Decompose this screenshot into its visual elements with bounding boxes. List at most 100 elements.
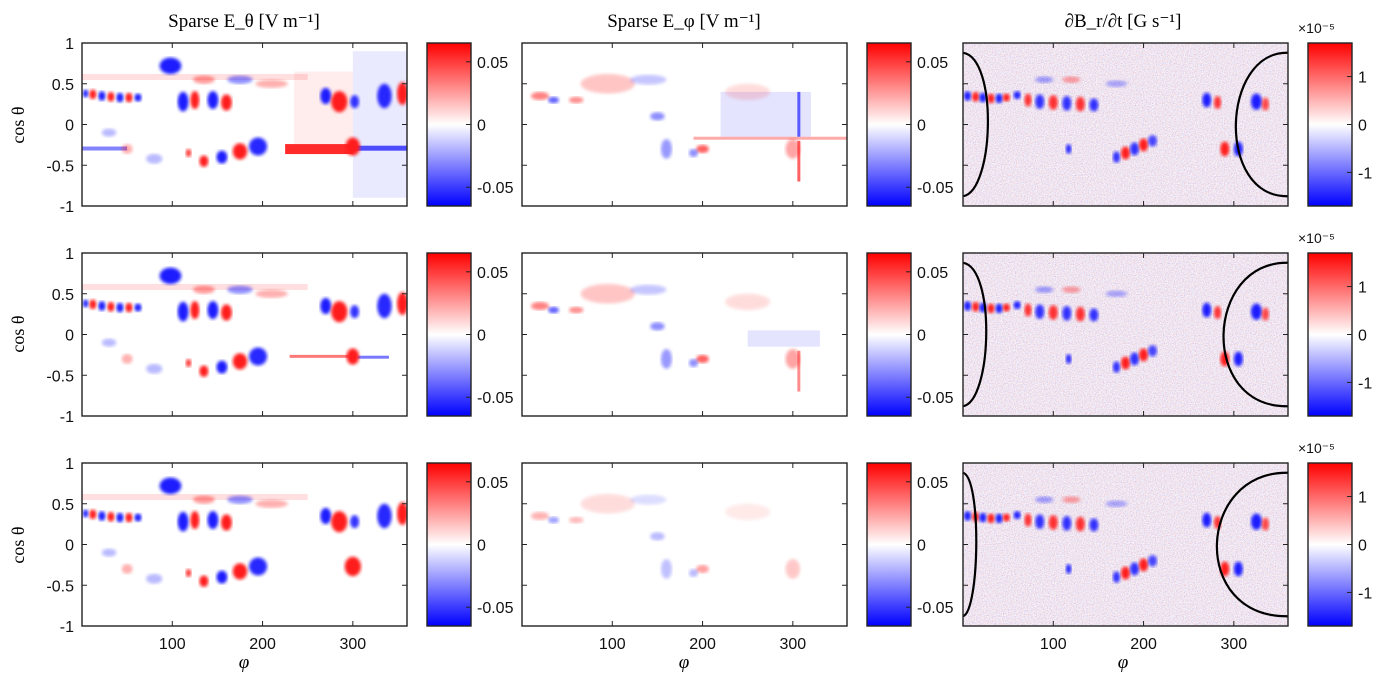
colorbar-tick-label: 0 <box>917 538 926 555</box>
field-feature <box>689 568 699 578</box>
field-feature <box>216 150 228 164</box>
field-feature <box>350 305 360 319</box>
field-feature <box>630 284 667 295</box>
field-feature <box>995 513 1003 524</box>
field-feature <box>1130 562 1140 576</box>
colorbar <box>427 253 471 416</box>
field-feature <box>377 293 392 319</box>
field-feature <box>568 96 584 104</box>
heatmap-field <box>963 463 1288 626</box>
field-feature <box>397 82 407 105</box>
colorbar <box>1308 43 1352 206</box>
field-feature <box>193 75 215 84</box>
y-tick-label: 1 <box>65 246 74 263</box>
field-feature <box>1213 305 1222 320</box>
colorbar-tick-label: 0 <box>477 328 486 345</box>
field-feature <box>661 349 672 369</box>
field-feature <box>82 509 89 518</box>
y-tick-label: 0 <box>65 118 74 135</box>
field-feature <box>377 83 392 109</box>
field-feature <box>1035 514 1045 530</box>
field-feature <box>227 495 253 504</box>
field-feature <box>320 297 332 315</box>
colorbar-tick-label: 1 <box>1358 280 1367 297</box>
ylabel-row2: cos θ <box>8 315 28 352</box>
field-feature <box>1139 558 1149 572</box>
colorbar-tick-label: -0.05 <box>917 390 954 407</box>
streak-band <box>289 354 349 358</box>
field-feature <box>1120 146 1131 160</box>
y-tick-label: 1 <box>65 36 74 53</box>
field-feature <box>1013 301 1021 310</box>
streak-band <box>82 73 308 80</box>
field-feature <box>987 93 995 104</box>
field-feature <box>134 513 142 522</box>
field-feature <box>963 301 972 311</box>
field-feature <box>1250 93 1262 110</box>
field-feature <box>1261 517 1270 531</box>
heatmap-field <box>963 253 1288 416</box>
field-feature <box>1233 561 1243 577</box>
field-feature <box>580 283 635 304</box>
panel-r1c2: 0.05 0 -0.05 <box>521 42 954 207</box>
field-feature <box>249 557 268 576</box>
field-feature <box>101 338 117 347</box>
x-tick-label: 200 <box>689 636 716 653</box>
y-tick-label: -1 <box>60 409 74 426</box>
field-feature <box>1065 354 1072 364</box>
x-tick-label: 100 <box>599 636 626 653</box>
field-feature <box>125 302 133 313</box>
heatmap-field <box>82 51 407 198</box>
colorbar-tick-label: 0.05 <box>477 265 508 282</box>
field-feature <box>1062 286 1081 293</box>
field-feature <box>207 301 219 320</box>
colorbar-tick-label: 0 <box>477 538 486 555</box>
field-feature <box>1105 500 1128 508</box>
field-feature <box>987 513 995 524</box>
colorbar-tick-label: 0 <box>1358 328 1367 345</box>
field-feature <box>1213 95 1222 110</box>
field-feature <box>227 285 253 294</box>
colorbar <box>427 43 471 206</box>
field-feature <box>1112 151 1121 163</box>
field-feature <box>1250 513 1262 530</box>
y-tick-label: -1 <box>60 199 74 216</box>
streak-band <box>82 493 308 500</box>
field-feature <box>963 91 972 101</box>
x-tick-label: 300 <box>1220 636 1247 653</box>
panel-r1c3: 1 0 -1 <box>962 42 1372 207</box>
colorbar-tick-label: 0.05 <box>917 55 948 72</box>
field-feature <box>116 512 124 523</box>
colorbar-tick-label: -0.05 <box>917 600 954 617</box>
column-title-3: ∂B_r/∂t [G s⁻¹] <box>1065 11 1182 32</box>
colorbar-tick-label: -1 <box>1358 585 1372 602</box>
field-feature <box>101 128 117 137</box>
field-feature <box>1148 345 1158 357</box>
heatmap-field <box>82 267 407 377</box>
contour-line <box>1215 471 1288 618</box>
field-feature <box>134 93 142 102</box>
field-feature <box>1075 96 1085 112</box>
contour-line <box>1222 261 1288 408</box>
field-feature <box>725 293 771 311</box>
panel-background <box>82 463 407 626</box>
field-feature <box>580 493 635 514</box>
field-feature <box>696 354 709 364</box>
field-feature <box>785 349 801 369</box>
heatmap-field <box>531 493 801 579</box>
field-feature <box>1013 511 1021 520</box>
field-feature <box>1062 76 1081 83</box>
field-feature <box>121 564 133 574</box>
streak-band <box>82 283 308 290</box>
field-feature <box>216 360 228 374</box>
field-feature <box>1130 352 1140 366</box>
field-feature <box>331 511 348 533</box>
field-feature <box>531 91 550 101</box>
y-tick-label: 0.5 <box>52 497 74 514</box>
field-feature <box>121 354 133 364</box>
field-feature <box>185 148 192 158</box>
field-feature <box>1202 512 1212 528</box>
field-feature <box>1024 93 1032 107</box>
colorbar-tick-label: -0.05 <box>477 390 514 407</box>
y-tick-label: -1 <box>60 619 74 636</box>
